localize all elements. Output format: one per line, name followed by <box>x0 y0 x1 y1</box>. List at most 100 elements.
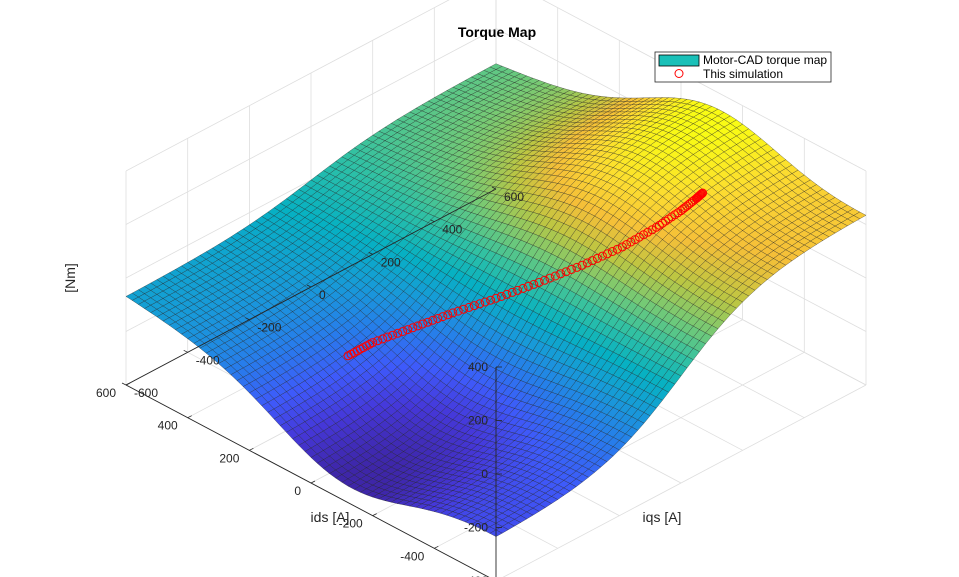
simulation-point <box>480 297 490 307</box>
simulation-point <box>459 304 469 314</box>
simulation-point <box>567 265 576 274</box>
simulation-point <box>534 277 544 287</box>
simulation-point <box>413 321 423 331</box>
simulation-point <box>464 302 474 312</box>
simulation-point <box>469 301 479 311</box>
simulation-point <box>602 249 612 259</box>
simulation-point <box>388 330 398 340</box>
y-tick-mark <box>430 219 435 223</box>
simulation-point <box>550 271 560 281</box>
y-tick-label: -200 <box>257 321 281 335</box>
simulation-point <box>403 325 413 335</box>
simulation-point <box>667 212 677 222</box>
simulation-point <box>529 279 539 289</box>
legend-entry-surface: Motor-CAD torque map <box>703 53 827 67</box>
simulation-point <box>661 216 671 226</box>
grid-line-wall-z <box>125 28 497 225</box>
y-tick-mark <box>306 284 312 288</box>
simulation-point <box>664 214 674 224</box>
simulation-point <box>577 260 587 270</box>
simulation-point <box>592 253 602 263</box>
legend-entry-simulation: This simulation <box>703 67 783 81</box>
chart-title: Torque Map <box>458 24 536 40</box>
tick-labels: -600-400-2000200400600-600-400-200020040… <box>96 190 524 577</box>
y-tick-mark <box>121 382 127 386</box>
simulation-point <box>423 317 433 327</box>
z-axis-label: [Nm] <box>62 263 78 293</box>
simulation-point <box>475 299 485 309</box>
simulation-point <box>597 251 607 261</box>
simulation-point <box>393 328 403 338</box>
z-tick-label: 200 <box>468 414 488 428</box>
simulation-point <box>523 281 533 291</box>
x-tick-label: 0 <box>294 484 301 498</box>
y-tick-label: 400 <box>442 223 462 237</box>
simulation-point <box>561 267 571 277</box>
x-tick-mark <box>434 545 439 549</box>
simulation-point <box>630 235 640 245</box>
simulation-point <box>698 188 708 198</box>
simulation-point <box>697 189 707 199</box>
simulation-point <box>383 332 393 342</box>
simulation-point <box>572 262 582 272</box>
simulation-point <box>428 315 438 325</box>
x-tick-mark <box>310 480 316 484</box>
simulation-point <box>453 306 463 316</box>
simulation-point <box>695 190 705 200</box>
simulation-point <box>486 295 496 305</box>
torque-surface <box>125 63 867 537</box>
y-tick-mark <box>245 317 250 321</box>
y-tick-mark <box>183 349 188 353</box>
simulation-point <box>658 218 667 228</box>
simulation-point <box>398 327 408 336</box>
simulation-point <box>612 244 622 254</box>
legend-simulation-marker <box>674 69 684 78</box>
axes-frame <box>121 186 502 577</box>
x-tick-mark <box>187 415 192 419</box>
x-tick-label: -400 <box>400 549 424 563</box>
z-tick-label: 0 <box>481 467 488 481</box>
x-tick-mark <box>372 513 377 516</box>
simulation-point <box>545 273 555 283</box>
x-tick-mark <box>125 382 131 386</box>
simulation-point <box>654 220 664 230</box>
x-tick-label: 200 <box>219 451 239 465</box>
x-tick-label: -200 <box>339 517 363 531</box>
y-tick-mark <box>491 186 497 190</box>
x-tick-mark <box>249 447 254 451</box>
simulation-point <box>696 189 706 199</box>
y-tick-label: -600 <box>134 386 158 400</box>
simulation-point <box>582 258 592 268</box>
simulation-point <box>378 334 388 344</box>
grid-line-wall-z <box>125 0 450 172</box>
simulation-point <box>443 310 453 320</box>
simulation-point <box>507 287 517 297</box>
z-tick-label: -200 <box>464 521 488 535</box>
x-tick-label: 400 <box>158 419 178 433</box>
simulation-point <box>448 308 458 318</box>
legend-surface-swatch <box>658 54 700 67</box>
y-tick-label: -400 <box>196 353 220 367</box>
simulation-point <box>438 312 448 322</box>
z-tick-label: 400 <box>468 360 488 374</box>
simulation-point <box>496 291 506 301</box>
simulation-point <box>518 283 528 293</box>
simulation-point <box>643 227 653 237</box>
simulation-point <box>491 293 501 303</box>
simulation-points <box>343 188 708 361</box>
x-axis-label: ids [A] <box>311 509 350 525</box>
y-tick-label: 0 <box>319 288 326 302</box>
simulation-point <box>540 275 550 285</box>
y-tick-label: 200 <box>381 255 401 269</box>
y-tick-label: 600 <box>504 190 524 204</box>
simulation-point <box>433 314 443 323</box>
simulation-point <box>695 191 704 201</box>
legend[interactable]: Motor-CAD torque map This simulation <box>654 51 832 83</box>
x-tick-label: 600 <box>96 386 116 400</box>
z-tick-label: -400 <box>464 574 488 577</box>
simulation-point <box>607 247 617 256</box>
simulation-point <box>513 285 523 295</box>
simulation-point <box>408 323 418 333</box>
simulation-point <box>556 269 566 279</box>
